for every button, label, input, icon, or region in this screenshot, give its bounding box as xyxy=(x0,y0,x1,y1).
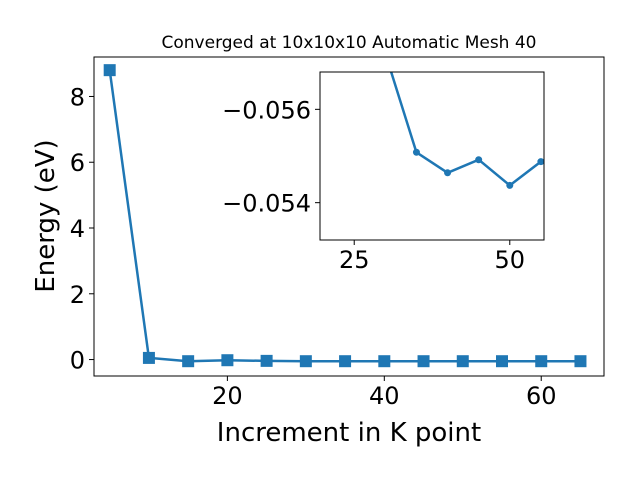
inset-background xyxy=(320,72,544,240)
y-tick-label: 4 xyxy=(70,215,85,243)
inset-ticks: 25 50 −0.056 −0.054 xyxy=(222,96,525,274)
inset-plot: 25 50 −0.056 −0.054 xyxy=(222,71,607,274)
data-point-marker xyxy=(412,148,420,156)
x-axis-label: Increment in K point xyxy=(217,418,481,448)
data-point-marker xyxy=(569,155,576,162)
chart-title: Converged at 10x10x10 Automatic Mesh 40 xyxy=(162,33,537,53)
data-point-marker xyxy=(444,169,452,177)
data-point-marker xyxy=(339,355,352,368)
y-tick-label: 6 xyxy=(70,149,85,177)
data-point-marker xyxy=(260,354,273,367)
data-point-marker xyxy=(535,355,548,368)
data-point-marker xyxy=(142,351,155,364)
main-series-markers xyxy=(103,64,587,368)
data-point-marker xyxy=(378,355,391,368)
main-ticks: 20 40 60 0 2 4 6 8 xyxy=(70,83,557,410)
inset-series-markers xyxy=(412,148,607,189)
y-tick-label: −0.056 xyxy=(222,96,311,124)
inset-plot-frame xyxy=(319,71,545,241)
y-tick-label: 2 xyxy=(70,281,85,309)
data-point-marker xyxy=(506,181,514,189)
main-plot: 20 40 60 0 2 4 6 8 xyxy=(70,56,605,410)
x-tick-label: 60 xyxy=(526,382,557,410)
data-point-marker xyxy=(417,355,430,368)
y-axis-label: Energy (eV) xyxy=(31,139,61,292)
data-point-marker xyxy=(456,355,469,368)
data-point-marker xyxy=(574,355,587,368)
x-tick-label: 50 xyxy=(495,246,526,274)
y-tick-label: 8 xyxy=(70,83,85,111)
x-tick-label: 40 xyxy=(369,382,400,410)
data-point-marker xyxy=(537,158,544,166)
data-point-marker xyxy=(103,64,116,77)
x-tick-label: 25 xyxy=(339,246,370,274)
data-point-marker xyxy=(475,156,483,164)
data-point-marker xyxy=(600,159,607,166)
main-plot-frame xyxy=(93,56,605,377)
data-point-marker xyxy=(496,355,508,368)
y-tick-label: 0 xyxy=(70,347,85,375)
data-point-marker xyxy=(299,355,312,368)
y-tick-label: −0.054 xyxy=(222,190,311,218)
x-tick-label: 20 xyxy=(212,382,243,410)
data-point-marker xyxy=(182,355,195,368)
inset-series-line xyxy=(389,72,544,187)
data-point-marker xyxy=(221,354,234,367)
